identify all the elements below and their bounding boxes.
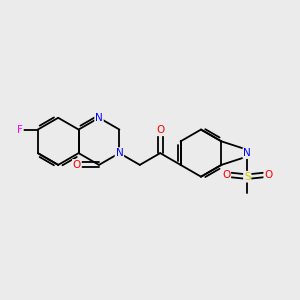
Text: F: F: [17, 124, 23, 135]
Text: O: O: [222, 170, 230, 180]
Text: O: O: [156, 125, 164, 135]
Text: S: S: [244, 172, 250, 182]
Text: N: N: [243, 148, 251, 158]
Text: O: O: [264, 170, 272, 180]
Text: O: O: [73, 160, 81, 170]
Text: N: N: [95, 113, 103, 123]
Text: N: N: [116, 148, 123, 158]
